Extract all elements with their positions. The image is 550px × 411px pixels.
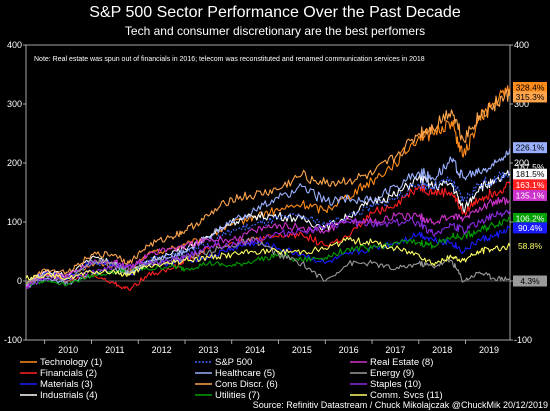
- chart-title: S&P 500 Sector Performance Over the Past…: [89, 4, 461, 21]
- series-line: [25, 181, 511, 291]
- legend-item: Industrials (4): [20, 390, 98, 401]
- legend-label: Industrials (4): [40, 390, 98, 401]
- end-value-label: 226.1%: [513, 142, 547, 154]
- x-tick-label: 2019: [479, 345, 499, 355]
- legend-label: Financials (2): [40, 368, 97, 379]
- series-line: [25, 89, 511, 285]
- end-label-text: 187.5%: [516, 162, 545, 172]
- series-line: [25, 209, 511, 289]
- y-tick-label-right: 200: [514, 158, 529, 168]
- legend-label: Technology (1): [40, 357, 102, 368]
- x-tick-label: 2017: [385, 345, 405, 355]
- legend-item: Materials (3): [20, 379, 93, 390]
- end-label-badge: [513, 142, 547, 154]
- legend-item: Energy (9): [350, 368, 414, 379]
- end-value-label: 315.3%: [513, 91, 547, 103]
- legend-item: Technology (1): [20, 357, 102, 368]
- series-line: [25, 170, 511, 285]
- y-tick-label: 300: [7, 99, 22, 109]
- x-tick-label: 2015: [292, 345, 312, 355]
- end-label-badge: [513, 189, 547, 201]
- legend-label: Energy (9): [370, 368, 414, 379]
- legend-label: Comm. Svcs (11): [370, 390, 443, 401]
- x-tick-label: 2011: [105, 345, 124, 355]
- end-value-label: 58.8%: [518, 241, 543, 251]
- series-line: [25, 196, 511, 288]
- end-label-badge: [513, 222, 547, 234]
- series-line: [25, 236, 511, 286]
- legend-item: Utilities (7): [195, 390, 260, 401]
- legend-item: Real Estate (8): [350, 357, 433, 368]
- y-tick-label-right: 400: [514, 40, 529, 50]
- y-tick-label: 200: [7, 158, 22, 168]
- end-value-label: 187.5%: [516, 162, 545, 172]
- end-value-label: 135.1%: [513, 189, 547, 201]
- y-tick-label: 100: [7, 217, 22, 227]
- source-credit: Source: Refinitiv Datastream / Chuck Mik…: [253, 400, 548, 410]
- end-label-badge: [513, 91, 547, 103]
- legend-label: S&P 500: [215, 357, 252, 368]
- end-label-text: 181.5%: [516, 169, 545, 179]
- end-label-text: 106.2%: [516, 213, 545, 223]
- legend-item: Cons Discr. (6): [195, 379, 278, 390]
- y-tick-label: 400: [7, 40, 22, 50]
- x-tick-label: 2012: [152, 345, 172, 355]
- x-tick-label: 2010: [58, 345, 78, 355]
- y-axis-left: -100 0 100 200 300 400: [4, 40, 26, 345]
- end-value-label: 90.4%: [513, 222, 547, 234]
- chart-subtitle: Tech and consumer discretionary are the …: [125, 24, 425, 38]
- end-label-text: 90.4%: [518, 223, 543, 233]
- end-value-label: 106.2%: [513, 212, 547, 224]
- y-tick-label-right: 300: [514, 99, 529, 109]
- series-line: [25, 147, 511, 288]
- legend-label: Utilities (7): [215, 390, 260, 401]
- end-value-label: 328.4%: [513, 81, 547, 93]
- legend-label: Materials (3): [40, 379, 93, 390]
- y-tick-label: 0: [17, 276, 22, 286]
- legend-label: Healthcare (5): [215, 368, 275, 379]
- x-tick-label: 2018: [432, 345, 452, 355]
- end-label-badge: [513, 212, 547, 224]
- end-value-labels: 328.4%315.3% 226.1% 187.5%181.5%163.1%135.…: [513, 81, 547, 287]
- end-label-text: 58.8%: [518, 241, 543, 251]
- legend-label: Cons Discr. (6): [215, 379, 278, 390]
- end-label-text: 328.4%: [516, 82, 545, 92]
- series-line: [25, 236, 511, 281]
- legend-item: Staples (10): [350, 379, 421, 390]
- end-label-badge: [513, 275, 547, 287]
- end-value-label: 4.3%: [513, 275, 547, 287]
- legend-label: Real Estate (8): [370, 357, 433, 368]
- end-label-badge: [513, 81, 547, 93]
- x-axis: 2010 2011 2012 2013 2014 2015 2016 2017 2018 2019: [44, 340, 499, 355]
- x-tick-label: 2013: [198, 345, 218, 355]
- chart-note: Note: Real estate was spun out of financ…: [34, 56, 425, 63]
- end-label-text: 4.3%: [520, 276, 540, 286]
- end-label-badge: [513, 179, 547, 191]
- series-lines: [25, 85, 511, 291]
- legend: Technology (1)Financials (2)Materials (3…: [20, 357, 443, 401]
- end-label-text: 226.1%: [516, 143, 545, 153]
- end-label-badge: [513, 168, 547, 180]
- y-tick-label: -100: [4, 335, 22, 345]
- legend-item: Financials (2): [20, 368, 97, 379]
- end-label-text: 163.1%: [516, 180, 545, 190]
- legend-label: Staples (10): [370, 379, 421, 390]
- x-tick-label: 2014: [245, 345, 265, 355]
- x-tick-label: 2016: [339, 345, 359, 355]
- legend-item: Healthcare (5): [195, 368, 275, 379]
- end-label-text: 135.1%: [516, 190, 545, 200]
- end-value-label: 181.5%: [513, 168, 547, 180]
- legend-item: Comm. Svcs (11): [350, 390, 443, 401]
- end-value-label: 163.1%: [513, 179, 547, 191]
- end-label-text: 315.3%: [516, 92, 545, 102]
- legend-item: S&P 500: [195, 357, 252, 368]
- y-tick-label-right: -100: [514, 335, 532, 345]
